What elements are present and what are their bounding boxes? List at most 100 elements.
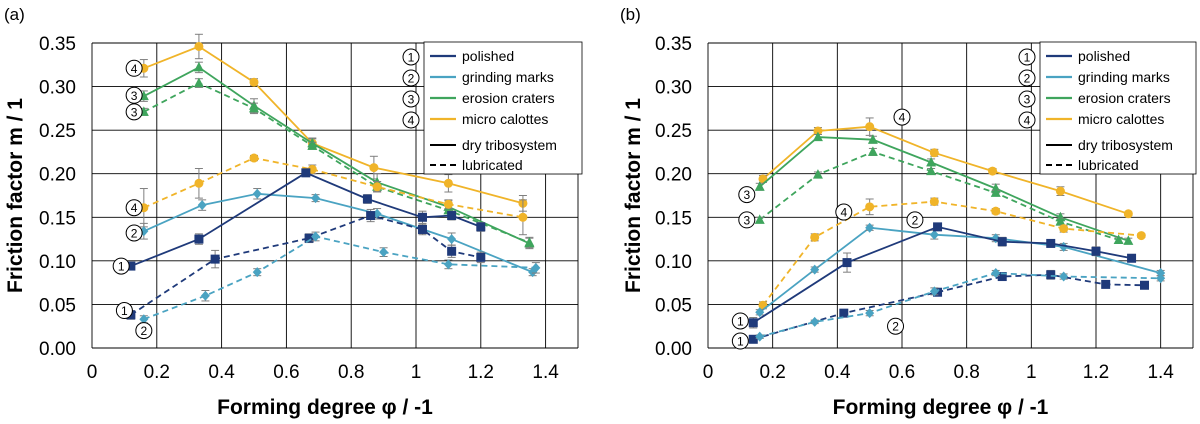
legend-number-circle: [402, 90, 420, 108]
annotation-number: 3: [131, 89, 138, 103]
series-grinding-dry: [139, 188, 538, 278]
data-point-diamond: [531, 262, 541, 273]
data-point-diamond: [311, 193, 321, 204]
data-point-circle: [369, 163, 379, 173]
data-point-diamond: [379, 247, 389, 258]
legend-number: 2: [408, 72, 415, 86]
series-polished-dry: [126, 168, 486, 271]
data-point-square: [1101, 279, 1111, 289]
y-tick-label: 0.05: [39, 295, 76, 316]
data-point-square: [210, 254, 220, 264]
annotation-number: 3: [743, 213, 750, 227]
annotation-marker: 2: [135, 322, 153, 340]
annotation-circle: [731, 312, 749, 330]
y-tick-label: 0.05: [655, 295, 692, 316]
legend-number: 4: [1024, 114, 1031, 128]
data-point-circle: [991, 206, 1001, 216]
annotation-circle: [731, 332, 749, 350]
annotation-circle: [112, 257, 130, 275]
data-point-square: [447, 246, 457, 256]
data-point-diamond: [929, 229, 939, 240]
data-point-diamond: [139, 314, 149, 325]
legend-entry: polished: [1078, 48, 1130, 64]
data-point-square: [476, 222, 486, 232]
y-tick-label: 0.25: [655, 121, 692, 142]
annotation-number: 2: [131, 226, 138, 240]
legend-number-circle: [402, 48, 420, 66]
annotation-circle: [887, 317, 905, 335]
x-tick-label: 1.2: [468, 362, 494, 383]
annotation-circle: [835, 203, 853, 221]
legend-entry: micro calottes: [462, 111, 548, 127]
data-point-triangle: [1113, 234, 1124, 244]
annotation-circle: [125, 224, 143, 242]
data-point-diamond: [991, 268, 1001, 279]
data-point-square: [417, 224, 427, 234]
annotation-circle: [125, 103, 143, 121]
annotation-marker: 3: [738, 211, 756, 229]
y-axis-title: Friction factor m / 1: [4, 98, 27, 293]
legend: polished 1 grinding marks 2 erosion craters 3…: [402, 41, 583, 175]
annotation-circle: [125, 199, 143, 217]
chart-panel-2: (b) 0.00 0.05 0.10 0.15 0.20 0.25 0.30 0.35 0 0.2 0…: [620, 5, 1197, 419]
legend: polished 1 grinding marks 2 erosion craters 3…: [1018, 41, 1197, 175]
data-point-triangle: [524, 237, 535, 247]
annotation-marker: 2: [125, 224, 143, 242]
annotation-number: 2: [140, 324, 147, 338]
series-polished-dry: [748, 222, 1137, 329]
legend-style-entry: lubricated: [1078, 157, 1139, 173]
data-point-circle: [1055, 186, 1065, 196]
data-point-square: [997, 237, 1007, 247]
data-point-triangle: [754, 214, 765, 224]
annotation-circle: [135, 322, 153, 340]
data-point-square: [748, 318, 758, 328]
annotation-number: 4: [840, 206, 847, 220]
legend-number-circle: [402, 111, 420, 129]
legend-style-entry: dry tribosystem: [1078, 137, 1173, 153]
data-point-square: [447, 211, 457, 221]
x-tick-label: 1: [1026, 362, 1037, 383]
legend-entry: grinding marks: [1078, 69, 1170, 85]
annotation-marker: 4: [125, 199, 143, 217]
y-tick-label: 0.30: [39, 78, 76, 99]
legend-number-circle: [1018, 90, 1036, 108]
annotation-number: 3: [743, 188, 750, 202]
annotation-marker: 1: [731, 332, 749, 350]
annotation-number: 2: [892, 320, 899, 334]
data-point-triangle: [812, 169, 823, 179]
data-point-square: [748, 334, 758, 344]
data-point-diamond: [200, 290, 210, 301]
data-point-square: [366, 211, 376, 221]
annotation-number: 1: [118, 260, 125, 274]
data-point-square: [476, 252, 486, 262]
y-tick-label: 0.15: [39, 208, 76, 229]
series-polished-lubricated: [748, 269, 1149, 344]
panel-label: (b): [620, 5, 641, 24]
data-point-circle: [194, 41, 204, 51]
x-tick-label: 0.4: [824, 362, 851, 383]
x-tick-label: 0.8: [953, 362, 979, 383]
legend-number: 1: [408, 51, 415, 65]
data-point-triangle: [990, 187, 1001, 197]
y-tick-label: 0.30: [655, 78, 692, 99]
x-tick-label: 0: [703, 362, 714, 383]
y-tick-label: 0.15: [655, 208, 692, 229]
data-point-diamond: [311, 231, 321, 242]
y-tick-label: 0.10: [655, 252, 692, 273]
data-point-triangle: [193, 61, 204, 72]
series-line: [752, 225, 1132, 324]
data-point-square: [1140, 280, 1149, 290]
annotation-marker: 2: [887, 317, 905, 335]
data-point-diamond: [865, 222, 875, 233]
annotation-number: 1: [737, 314, 744, 328]
x-tick-label: 1.4: [532, 362, 559, 383]
legend-number: 4: [408, 114, 415, 128]
annotation-circle: [125, 59, 143, 77]
series-calottes-lubricated: [139, 153, 528, 236]
series-calottes-dry: [758, 117, 1133, 219]
data-point-triangle: [867, 134, 878, 144]
x-tick-label: 0.8: [338, 362, 364, 383]
annotation-number: 1: [121, 304, 128, 318]
annotation-marker: 3: [738, 186, 756, 204]
